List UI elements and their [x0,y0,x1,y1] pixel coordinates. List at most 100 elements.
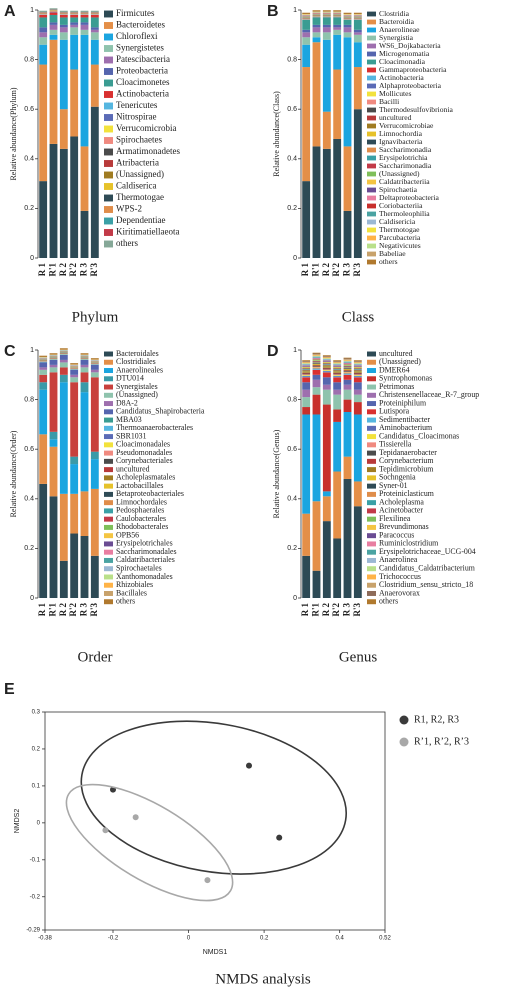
bar-segment [322,39,331,112]
bar-segment [302,369,311,370]
legend-swatch [367,107,376,113]
legend-swatch [367,491,376,497]
bar-segment [333,538,342,598]
legend-swatch [367,131,376,137]
bar-segment [333,373,342,375]
bar-segment [59,362,68,368]
bar-segment [70,14,79,18]
legend-label: Caulobacterales [116,514,166,523]
bar-segment [302,367,311,369]
legend-label: Anaerovorax [379,588,420,597]
bar-segment [302,513,311,556]
bar-segment [322,355,331,357]
bar-segment [70,533,79,598]
bar-segment [333,374,342,376]
bar-segment [39,32,48,38]
bar-segment [80,353,89,355]
bar-segment [353,366,362,368]
legend-swatch [367,19,376,25]
legend-swatch [104,171,113,179]
bar-segment [90,364,99,370]
legend-swatch [367,35,376,41]
bar-segment [333,375,342,376]
legend-swatch [367,450,376,456]
legend-label: Synergistia [379,33,414,42]
legend-label: Deltaproteobacteria [379,193,440,202]
bar-segment [333,369,342,370]
bar-segment [353,19,362,30]
legend-label: Tenericutes [116,100,158,110]
legend-label: Ruminiclostridium [379,539,438,548]
bar-segment [333,367,342,369]
bar-segment [343,12,352,14]
bar-segment [59,367,68,375]
y-tick-label: 0.1 [32,783,41,789]
bar-segment [302,372,311,373]
legend-swatch [367,475,376,481]
bar-segment [59,24,68,28]
legend-swatch [367,401,376,407]
bar-segment [49,359,58,365]
x-tick-label: R 2 [321,263,331,277]
bar-segment [59,10,68,12]
legend-swatch [367,417,376,423]
bar-segment [343,146,352,211]
legend-label: Dependentiae [116,215,165,225]
bar-segment [322,496,331,522]
legend-swatch [104,591,113,596]
bar-segment [70,10,79,12]
legend-label: Mollicutes [379,89,412,98]
bar-segment [49,24,58,30]
bar-segment [353,481,362,507]
bar-segment [70,456,79,465]
legend-swatch [367,11,376,17]
y-tick-label: 0 [30,255,34,262]
legend-label: Synergistetes [116,43,164,53]
bar-segment [90,372,99,378]
bar-segment [322,355,331,356]
legend-swatch [367,574,376,580]
legend-label: Xanthomonadales [116,572,173,581]
bar-segment [39,483,48,598]
legend-label: uncultured [116,464,150,473]
bar-segment [353,32,362,35]
legend-swatch [367,483,376,489]
bar-segment [353,363,362,364]
bar-segment [353,369,362,370]
legend-label: Tissierella [379,440,412,449]
y-tick-label: 0.8 [287,56,297,63]
bar-segment [353,414,362,482]
bar-segment [353,375,362,377]
bar-segment [70,374,79,378]
legend-marker [399,737,409,747]
legend-swatch [367,227,376,233]
legend-swatch [104,491,113,497]
legend-label: Limnochordia [379,129,423,138]
bar-segment [312,361,321,363]
bar-segment [70,69,79,137]
bar-segment [312,357,321,359]
legend-label: (Unassigned) [116,169,164,179]
legend-label: Thermotogae [116,192,164,202]
bar-segment [302,181,311,258]
legend-label: others [379,257,398,266]
bar-segment [302,365,311,367]
bar-segment [343,456,352,479]
legend-swatch [367,211,376,217]
legend-label: Bacilli [379,97,399,106]
bar-segment [49,143,58,258]
bar-segment [80,372,89,383]
legend-swatch [367,392,376,398]
y-tick-label: 0.4 [287,156,297,163]
bar-segment [322,364,331,365]
bar-segment [49,12,58,15]
legend-label: Paracoccus [379,530,414,539]
bar-segment [90,64,99,107]
bar-segment [343,19,352,25]
y-tick-label: 0.8 [287,396,297,403]
bar-segment [90,377,99,452]
legend-swatch [104,359,113,365]
bar-segment [80,364,89,368]
bar-segment [333,363,342,365]
bar-segment [302,37,311,45]
